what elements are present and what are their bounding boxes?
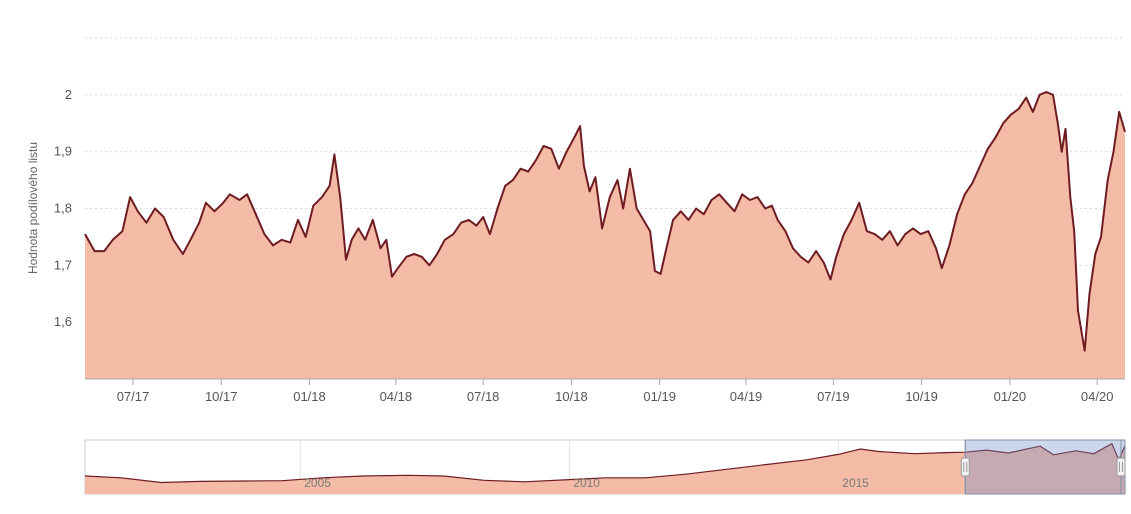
x-tick-label: 04/19 bbox=[730, 389, 763, 404]
navigator-year-label: 2005 bbox=[304, 476, 331, 490]
range-navigator[interactable]: 2005 2010 2015 bbox=[84, 439, 1126, 495]
navigator-year-label: 2015 bbox=[842, 476, 869, 490]
x-tick-label: 07/17 bbox=[117, 389, 150, 404]
x-tick-label: 10/17 bbox=[205, 389, 238, 404]
y-tick-label: 1,8 bbox=[54, 201, 72, 216]
y-tick-label: 1,9 bbox=[54, 144, 72, 159]
x-tick-label: 01/19 bbox=[643, 389, 676, 404]
x-axis-ticks: 07/17 10/17 01/18 04/18 07/18 10/18 01/19 04/19… bbox=[117, 379, 1114, 404]
y-tick-label: 1,6 bbox=[54, 314, 72, 329]
handle-grip[interactable] bbox=[1116, 457, 1126, 477]
navigator-right-handle[interactable] bbox=[1116, 440, 1126, 494]
x-tick-label: 01/20 bbox=[994, 389, 1027, 404]
y-tick-label: 2 bbox=[65, 87, 72, 102]
x-tick-label: 07/18 bbox=[467, 389, 500, 404]
navigator-selection[interactable] bbox=[964, 439, 1126, 495]
x-tick-label: 10/18 bbox=[555, 389, 588, 404]
y-axis-ticks: 1,6 1,7 1,8 1,9 2 bbox=[54, 87, 72, 329]
y-tick-label: 1,7 bbox=[54, 257, 72, 272]
x-tick-label: 10/19 bbox=[905, 389, 938, 404]
main-chart[interactable]: 1,6 1,7 1,8 1,9 2 07/17 10/17 01/18 04/18 07/18 1… bbox=[26, 37, 1126, 404]
navigator-area bbox=[85, 443, 1125, 494]
handle-grip[interactable] bbox=[960, 457, 970, 477]
navigator-year-labels: 2005 2010 2015 bbox=[304, 476, 869, 490]
navigator-left-handle[interactable] bbox=[960, 440, 970, 494]
navigator-line bbox=[84, 442, 1126, 484]
x-tick-label: 04/18 bbox=[380, 389, 413, 404]
x-tick-label: 04/20 bbox=[1081, 389, 1114, 404]
x-tick-label: 07/19 bbox=[817, 389, 850, 404]
x-tick-label: 01/18 bbox=[293, 389, 326, 404]
navigator-year-label: 2010 bbox=[573, 476, 600, 490]
y-axis-title: Hodnota podílového listu bbox=[26, 142, 40, 274]
price-line bbox=[84, 91, 1126, 352]
price-area bbox=[85, 92, 1125, 379]
